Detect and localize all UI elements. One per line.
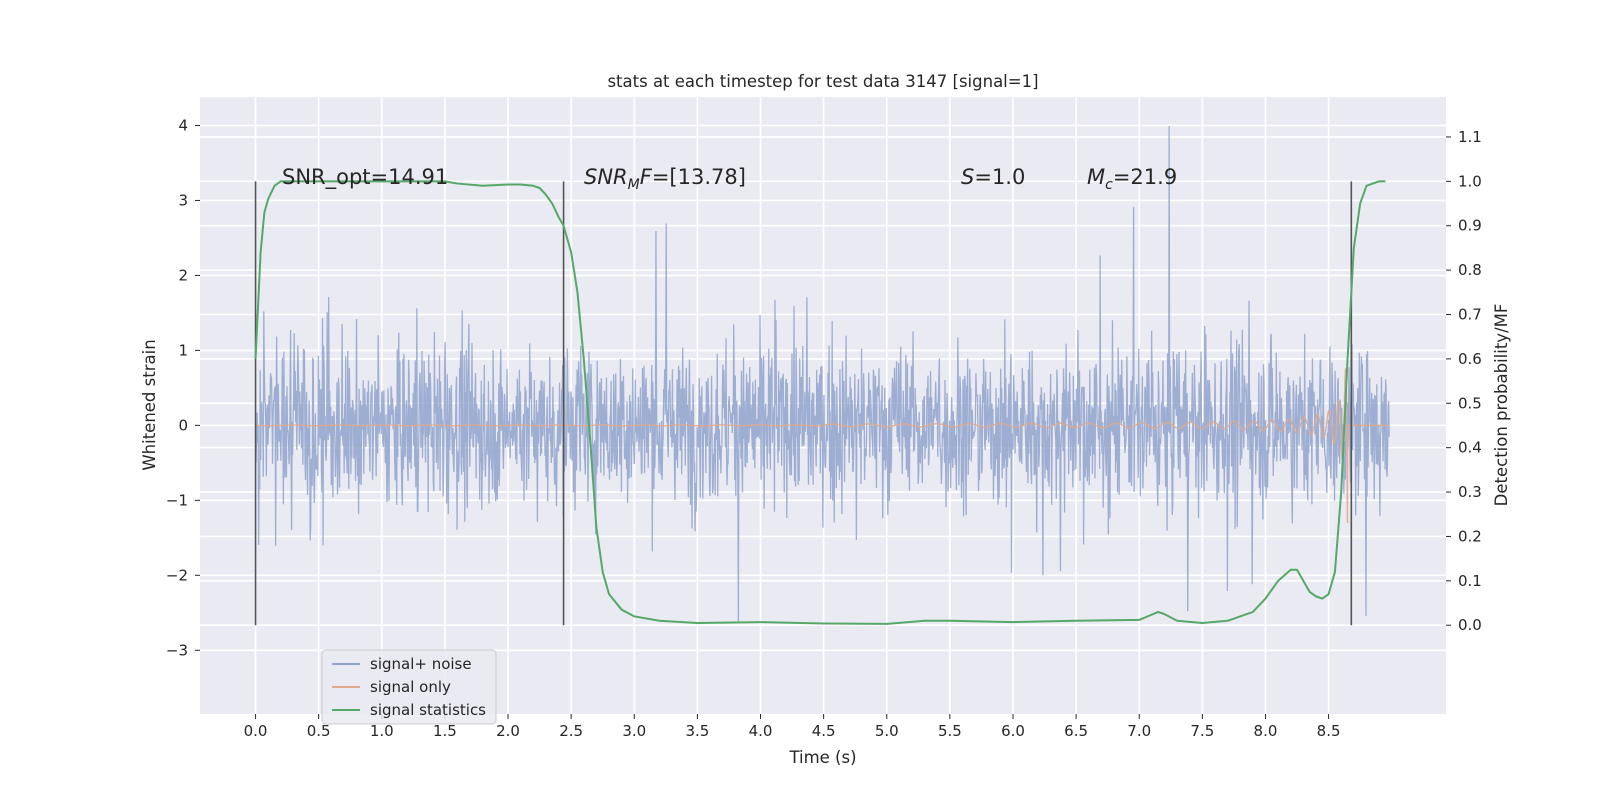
statistics-line [254, 180, 1386, 625]
annotation-snr-mf: SNRMF=[13.78] [584, 165, 746, 193]
signal-only-series [255, 368, 1390, 523]
y2-tick-label: 0.3 [1458, 483, 1482, 501]
data-layer [254, 126, 1390, 626]
x-tick-label: 1.0 [370, 722, 394, 740]
signal-noise-series [254, 126, 1390, 624]
annotation-snr-mf-sub: M [628, 177, 640, 193]
y2-tick-label: 0.5 [1458, 394, 1482, 412]
y-tick-label: 0 [178, 416, 188, 434]
x-tick-label: 5.0 [875, 722, 899, 740]
x-tick-label: 8.0 [1254, 722, 1278, 740]
annotation-mc: Mc=21.9 [1087, 165, 1177, 193]
y-tick-label: −2 [166, 566, 188, 584]
y2-tick-label: 0.7 [1458, 306, 1482, 324]
y2-tick-label: 0.0 [1458, 616, 1482, 634]
annotation-mc-value: =21.9 [1113, 165, 1177, 189]
y-tick-label: 1 [178, 341, 188, 359]
signal-statistics-series [254, 180, 1386, 625]
y-tick-label: −1 [166, 491, 188, 509]
vertical-markers [254, 181, 1353, 626]
y2-axis-label: Detection probability/MF [1492, 304, 1511, 507]
annotation-s-label: S [961, 165, 974, 189]
x-tick-label: 0.0 [244, 722, 268, 740]
y-tick-label: −3 [166, 641, 188, 659]
annotation-mc-label: M [1087, 165, 1105, 189]
annotation-snr-mf-label: SNR [584, 165, 628, 189]
signal-line [255, 368, 1390, 523]
y2-axis-ticks: 1.1 1.0 0.9 0.8 0.7 0.6 0.5 0.4 0.3 0.2 0.1 0.0 [1446, 128, 1482, 634]
y2-tick-label: 1.0 [1458, 172, 1482, 190]
x-tick-label: 4.5 [812, 722, 836, 740]
x-tick-label: 1.5 [433, 722, 457, 740]
x-axis-label: Time (s) [788, 748, 856, 767]
annotation-snr-mf-value: =[13.78] [652, 165, 746, 189]
x-tick-label: 5.5 [938, 722, 962, 740]
x-axis-ticks: 0.0 0.5 1.0 1.5 2.0 2.5 3.0 3.5 4.0 4.5 5.0 5.5 6.0 6… [244, 714, 1341, 740]
x-tick-label: 2.5 [559, 722, 583, 740]
y-axis-ticks: 4 3 2 1 0 −1 −2 −3 [166, 116, 200, 659]
y-axis-label: Whitened strain [140, 339, 159, 470]
annotation-mc-sub: c [1105, 177, 1113, 193]
y2-tick-label: 0.2 [1458, 527, 1482, 545]
chart-title: stats at each timestep for test data 314… [607, 72, 1038, 91]
x-tick-label: 7.0 [1127, 722, 1151, 740]
y2-tick-label: 1.1 [1458, 128, 1482, 146]
legend-label-statistics: signal statistics [370, 701, 486, 719]
y2-tick-label: 0.9 [1458, 217, 1482, 235]
x-tick-label: 8.5 [1317, 722, 1341, 740]
x-tick-label: 2.0 [496, 722, 520, 740]
legend-label-noise: signal+ noise [370, 655, 472, 673]
legend: signal+ noise signal only signal statist… [321, 649, 497, 725]
y2-tick-label: 0.1 [1458, 572, 1482, 590]
legend-label-signal: signal only [370, 678, 451, 696]
x-tick-label: 7.5 [1190, 722, 1214, 740]
x-tick-label: 3.0 [622, 722, 646, 740]
x-tick-label: 3.5 [685, 722, 709, 740]
x-tick-label: 0.5 [307, 722, 331, 740]
noise-line [254, 126, 1390, 624]
annotation-snr-opt: SNR_opt=14.91 [282, 165, 448, 190]
y2-tick-label: 0.8 [1458, 261, 1482, 279]
y-tick-label: 2 [178, 266, 188, 284]
annotation-s-value: =1.0 [974, 165, 1025, 189]
y-tick-label: 3 [178, 191, 188, 209]
y-tick-label: 4 [178, 116, 188, 134]
y2-tick-label: 0.6 [1458, 350, 1482, 368]
annotation-s: S=1.0 [961, 165, 1025, 189]
legend-box [321, 649, 497, 725]
x-tick-label: 6.5 [1064, 722, 1088, 740]
x-tick-label: 6.0 [1001, 722, 1025, 740]
annotation-snr-mf-tail: F [640, 165, 653, 189]
x-tick-label: 4.0 [749, 722, 773, 740]
y2-tick-label: 0.4 [1458, 439, 1482, 457]
